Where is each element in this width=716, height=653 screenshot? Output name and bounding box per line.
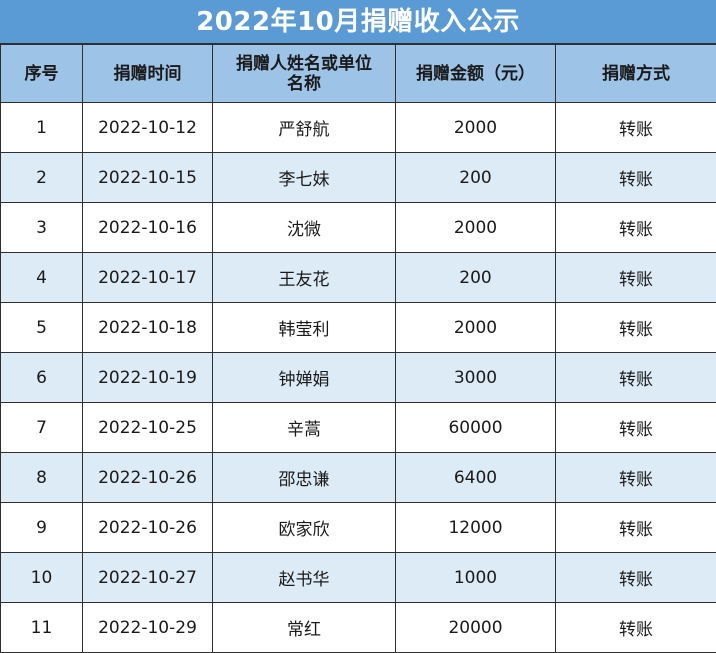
donation-table: 序号 捐赠时间 捐赠人姓名或单位名称 捐赠金额（元） 捐赠方式 1 2022-1… xyxy=(0,44,716,653)
cell-serial: 3 xyxy=(1,203,83,253)
header-donor-name-line1: 捐赠人姓名或单位 xyxy=(236,54,372,74)
cell-date: 2022-10-15 xyxy=(83,153,213,203)
cell-method: 转账 xyxy=(556,403,716,453)
page-title: 2022年10月捐赠收入公示 xyxy=(0,0,716,44)
cell-method: 转账 xyxy=(556,253,716,303)
cell-amount: 20000 xyxy=(396,603,556,653)
header-serial: 序号 xyxy=(1,45,83,103)
table-row: 1 2022-10-12 严舒航 2000 转账 xyxy=(1,103,716,153)
table-row: 5 2022-10-18 韩莹利 2000 转账 xyxy=(1,303,716,353)
cell-method: 转账 xyxy=(556,353,716,403)
cell-amount: 200 xyxy=(396,253,556,303)
cell-date: 2022-10-12 xyxy=(83,103,213,153)
cell-date: 2022-10-25 xyxy=(83,403,213,453)
cell-method: 转账 xyxy=(556,203,716,253)
cell-date: 2022-10-29 xyxy=(83,603,213,653)
table-row: 2 2022-10-15 李七妹 200 转账 xyxy=(1,153,716,203)
cell-method: 转账 xyxy=(556,503,716,553)
cell-method: 转账 xyxy=(556,453,716,503)
cell-date: 2022-10-26 xyxy=(83,503,213,553)
cell-date: 2022-10-17 xyxy=(83,253,213,303)
cell-amount: 2000 xyxy=(396,303,556,353)
cell-amount: 60000 xyxy=(396,403,556,453)
cell-method: 转账 xyxy=(556,153,716,203)
cell-serial: 4 xyxy=(1,253,83,303)
cell-amount: 2000 xyxy=(396,203,556,253)
cell-serial: 10 xyxy=(1,553,83,603)
table-row: 11 2022-10-29 常红 20000 转账 xyxy=(1,603,716,653)
cell-serial: 1 xyxy=(1,103,83,153)
cell-serial: 2 xyxy=(1,153,83,203)
cell-donor-name: 邵忠谦 xyxy=(213,453,396,503)
cell-donor-name: 辛蒿 xyxy=(213,403,396,453)
table-row: 4 2022-10-17 王友花 200 转账 xyxy=(1,253,716,303)
cell-date: 2022-10-19 xyxy=(83,353,213,403)
cell-method: 转账 xyxy=(556,553,716,603)
cell-donor-name: 赵书华 xyxy=(213,553,396,603)
cell-donor-name: 欧家欣 xyxy=(213,503,396,553)
cell-date: 2022-10-26 xyxy=(83,453,213,503)
table-row: 6 2022-10-19 钟婵娟 3000 转账 xyxy=(1,353,716,403)
cell-serial: 11 xyxy=(1,603,83,653)
cell-donor-name: 王友花 xyxy=(213,253,396,303)
cell-amount: 1000 xyxy=(396,553,556,603)
cell-donor-name: 钟婵娟 xyxy=(213,353,396,403)
cell-date: 2022-10-16 xyxy=(83,203,213,253)
cell-donor-name: 李七妹 xyxy=(213,153,396,203)
cell-serial: 6 xyxy=(1,353,83,403)
cell-amount: 2000 xyxy=(396,103,556,153)
header-date: 捐赠时间 xyxy=(83,45,213,103)
cell-amount: 3000 xyxy=(396,353,556,403)
cell-serial: 7 xyxy=(1,403,83,453)
cell-donor-name: 常红 xyxy=(213,603,396,653)
cell-date: 2022-10-18 xyxy=(83,303,213,353)
cell-amount: 12000 xyxy=(396,503,556,553)
header-donor-name-line2: 名称 xyxy=(287,74,321,94)
cell-serial: 9 xyxy=(1,503,83,553)
table-header-row: 序号 捐赠时间 捐赠人姓名或单位名称 捐赠金额（元） 捐赠方式 xyxy=(1,45,716,103)
cell-serial: 5 xyxy=(1,303,83,353)
header-amount: 捐赠金额（元） xyxy=(396,45,556,103)
cell-method: 转账 xyxy=(556,303,716,353)
cell-donor-name: 严舒航 xyxy=(213,103,396,153)
cell-method: 转账 xyxy=(556,603,716,653)
table-row: 9 2022-10-26 欧家欣 12000 转账 xyxy=(1,503,716,553)
table-row: 8 2022-10-26 邵忠谦 6400 转账 xyxy=(1,453,716,503)
cell-method: 转账 xyxy=(556,103,716,153)
table-row: 7 2022-10-25 辛蒿 60000 转账 xyxy=(1,403,716,453)
table-row: 10 2022-10-27 赵书华 1000 转账 xyxy=(1,553,716,603)
cell-amount: 6400 xyxy=(396,453,556,503)
cell-serial: 8 xyxy=(1,453,83,503)
table-row: 3 2022-10-16 沈微 2000 转账 xyxy=(1,203,716,253)
cell-amount: 200 xyxy=(396,153,556,203)
header-donor-name: 捐赠人姓名或单位名称 xyxy=(213,45,396,103)
cell-donor-name: 沈微 xyxy=(213,203,396,253)
header-method: 捐赠方式 xyxy=(556,45,716,103)
cell-date: 2022-10-27 xyxy=(83,553,213,603)
cell-donor-name: 韩莹利 xyxy=(213,303,396,353)
